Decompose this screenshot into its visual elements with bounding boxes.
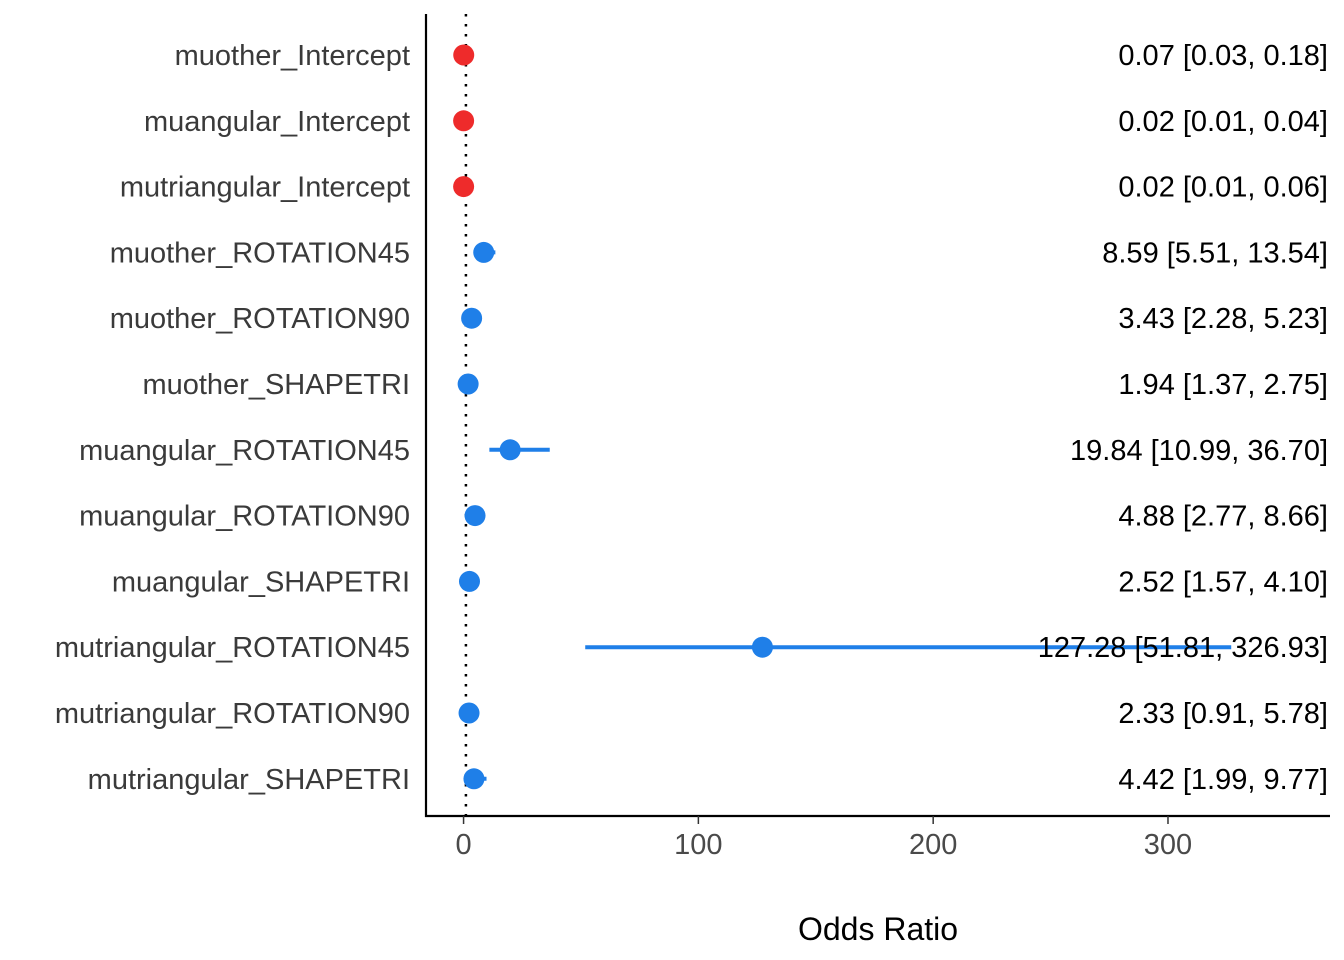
term-label-0: muother_Intercept (175, 40, 410, 72)
estimate-label-9: 127.28 [51.81, 326.93] (1038, 632, 1328, 664)
term-label-2: mutriangular_Intercept (120, 172, 410, 204)
plot-marks-layer (453, 44, 1232, 790)
x-tick-label-0: 0 (455, 829, 471, 861)
point-3 (473, 241, 495, 263)
x-axis-title: Odds Ratio (798, 911, 958, 947)
estimate-label-0: 0.07 [0.03, 0.18] (1118, 40, 1328, 72)
estimate-label-6: 19.84 [10.99, 36.70] (1070, 435, 1328, 467)
estimate-label-10: 2.33 [0.91, 5.78] (1118, 698, 1328, 730)
estimate-label-5: 1.94 [1.37, 2.75] (1118, 369, 1328, 401)
point-2 (453, 176, 475, 198)
plot-lines-layer (424, 14, 1330, 824)
x-tick-label-1: 100 (674, 829, 722, 861)
term-label-6: muangular_ROTATION45 (79, 435, 410, 467)
x-tick-label-3: 300 (1144, 829, 1192, 861)
x-tick-label-2: 200 (909, 829, 957, 861)
term-label-9: mutriangular_ROTATION45 (55, 632, 410, 664)
term-label-11: mutriangular_SHAPETRI (88, 764, 410, 796)
point-9 (751, 636, 773, 658)
estimate-label-11: 4.42 [1.99, 9.77] (1118, 764, 1328, 796)
estimate-label-3: 8.59 [5.51, 13.54] (1102, 237, 1328, 269)
estimate-label-2: 0.02 [0.01, 0.06] (1118, 172, 1328, 204)
estimate-label-8: 2.52 [1.57, 4.10] (1118, 566, 1328, 598)
point-10 (458, 702, 480, 724)
point-11 (463, 768, 485, 790)
term-label-3: muother_ROTATION45 (110, 237, 410, 269)
term-label-5: muother_SHAPETRI (142, 369, 410, 401)
term-label-10: mutriangular_ROTATION90 (55, 698, 410, 730)
estimate-label-7: 4.88 [2.77, 8.66] (1118, 501, 1328, 533)
term-label-4: muother_ROTATION90 (110, 303, 410, 335)
term-label-7: muangular_ROTATION90 (79, 501, 410, 533)
point-0 (453, 44, 475, 66)
point-5 (457, 373, 479, 395)
point-1 (453, 110, 475, 132)
estimate-label-1: 0.02 [0.01, 0.04] (1118, 106, 1328, 138)
term-label-8: muangular_SHAPETRI (112, 566, 410, 598)
term-label-1: muangular_Intercept (144, 106, 410, 138)
point-8 (458, 570, 480, 592)
point-7 (464, 505, 486, 527)
estimate-label-4: 3.43 [2.28, 5.23] (1118, 303, 1328, 335)
point-6 (499, 439, 521, 461)
plot-text-layer: 0 100 200 300 muother_Intercept 0.07 [0.03, 0… (55, 40, 1328, 861)
point-4 (461, 307, 483, 329)
